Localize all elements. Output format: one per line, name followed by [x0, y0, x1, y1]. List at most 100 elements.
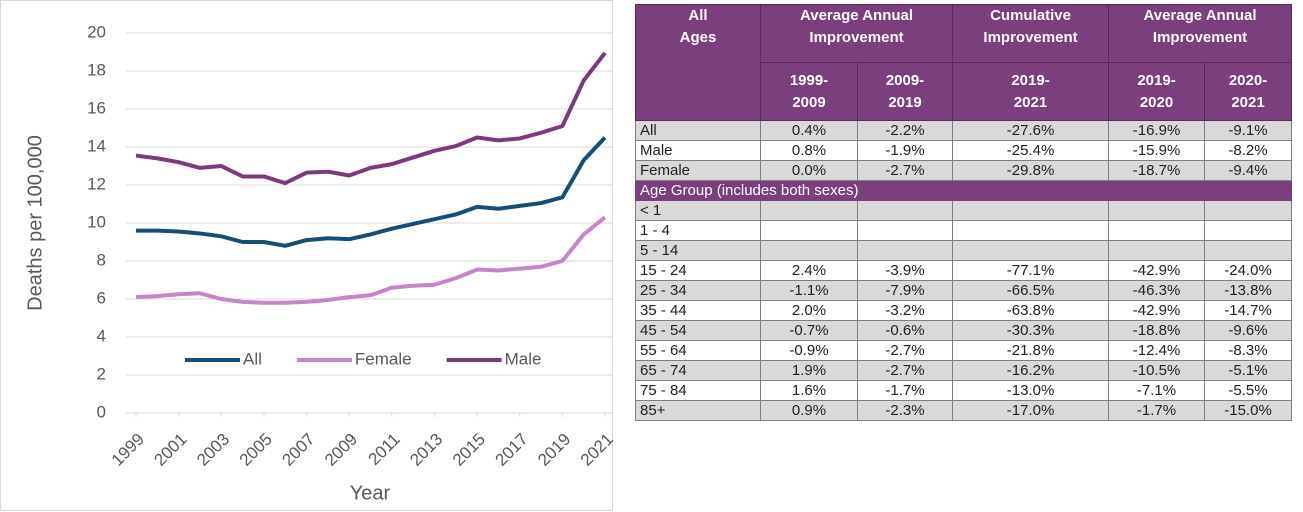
table-cell: -8.2%	[1204, 140, 1293, 161]
table-cell: -15.0%	[1204, 400, 1293, 421]
row-label: 25 - 34	[635, 280, 761, 301]
table-row: 45 - 54 -0.7% -0.6% -30.3% -18.8% -9.6%	[635, 320, 1293, 341]
y-tick-label: 16	[87, 98, 106, 117]
row-label: Male	[635, 140, 761, 161]
empty-cell	[760, 220, 858, 241]
table-cell: -14.7%	[1204, 300, 1293, 321]
table-cell: -18.8%	[1108, 320, 1206, 341]
table-cell: -10.5%	[1108, 360, 1206, 381]
header-row: 1999- 2009 2009- 2019 2019- 2021 2019- 2020…	[636, 62, 1293, 121]
table-cell: -29.8%	[952, 160, 1110, 181]
table-cell: 2.4%	[760, 260, 858, 281]
series-line	[136, 136, 607, 248]
y-tick-label: 4	[97, 326, 106, 345]
y-tick-label: 0	[97, 402, 106, 421]
row-label: 15 - 24	[635, 260, 761, 281]
row-label: 65 - 74	[635, 360, 761, 381]
table-cell: -5.1%	[1204, 360, 1293, 381]
table-cell: -42.9%	[1108, 300, 1206, 321]
y-tick-label: 14	[87, 136, 106, 155]
table-cell: -9.4%	[1204, 160, 1293, 181]
chart-border	[0, 0, 613, 511]
section-row: Age Group (includes both sexes)	[634, 180, 1293, 201]
empty-cell	[1108, 240, 1206, 261]
header-cell: Cumulative Improvement	[952, 4, 1110, 63]
table-cell: -13.0%	[952, 380, 1110, 401]
table-cell: -25.4%	[952, 140, 1110, 161]
table-row: 55 - 64 -0.9% -2.7% -21.8% -12.4% -8.3%	[635, 340, 1293, 361]
y-tick-label: 2	[97, 364, 106, 383]
table-row: 15 - 24 2.4% -3.9% -77.1% -42.9% -24.0%	[635, 260, 1293, 281]
series-line	[135, 51, 607, 186]
table-cell: -0.7%	[760, 320, 858, 341]
table-cell: -2.7%	[856, 160, 954, 181]
table-row: All 0.4% -2.2% -27.6% -16.9% -9.1%	[635, 120, 1293, 141]
table-row: 75 - 84 1.6% -1.7% -13.0% -7.1% -5.5%	[635, 380, 1293, 401]
table-row: 5 - 14	[635, 240, 1293, 261]
table-row: Male 0.8% -1.9% -25.4% -15.9% -8.2%	[635, 140, 1293, 161]
table-cell: -1.7%	[856, 380, 954, 401]
section-title: Age Group (includes both sexes)	[634, 180, 1293, 201]
table-row: 35 - 44 2.0% -3.2% -63.8% -42.9% -14.7%	[635, 300, 1293, 321]
table-cell: -2.2%	[856, 120, 954, 141]
table-cell: 0.0%	[760, 160, 858, 181]
table-cell: -0.9%	[760, 340, 858, 361]
table-cell: -8.3%	[1204, 340, 1293, 361]
y-tick-label: 18	[87, 60, 106, 79]
table-row: < 1	[635, 200, 1293, 221]
table-row: 25 - 34 -1.1% -7.9% -66.5% -46.3% -13.8%	[635, 280, 1293, 301]
table-row: 85+ 0.9% -2.3% -17.0% -1.7% -15.0%	[635, 400, 1293, 421]
table-row: 1 - 4	[635, 220, 1293, 241]
table-cell: -1.7%	[1108, 400, 1206, 421]
table-row: Female 0.0% -2.7% -29.8% -18.7% -9.4%	[635, 160, 1293, 181]
empty-cell	[952, 220, 1110, 241]
y-tick-label: 6	[97, 288, 106, 307]
empty-cell	[1108, 200, 1206, 221]
row-label: Female	[635, 160, 761, 181]
header-cell: 2019- 2020	[1108, 62, 1206, 121]
header-cell: 1999- 2009	[760, 62, 858, 121]
header-cell: Average Annual Improvement	[1108, 4, 1293, 63]
y-tick-label: 10	[87, 212, 106, 231]
header-cell: Average Annual Improvement	[759, 4, 954, 63]
table-cell: 0.4%	[760, 120, 858, 141]
table-cell: -1.1%	[760, 280, 858, 301]
legend-label: Female	[355, 349, 412, 368]
table-cell: -66.5%	[952, 280, 1110, 301]
table-cell: 1.6%	[760, 380, 858, 401]
empty-cell	[856, 240, 954, 261]
chart: Deaths per 100,000 Year 0 2 4 6 8 10 12 14 16 18 2…	[0, 0, 614, 511]
empty-cell	[952, 200, 1110, 221]
table-cell: -5.5%	[1204, 380, 1293, 401]
table-cell: -42.9%	[1108, 260, 1206, 281]
table-cell: -3.9%	[856, 260, 954, 281]
table-body: All Ages Average Annual Improvement Cumula…	[634, 4, 1293, 421]
row-label: 1 - 4	[635, 220, 761, 241]
table-row: 65 - 74 1.9% -2.7% -16.2% -10.5% -5.1%	[635, 360, 1293, 381]
y-tick-label: 12	[87, 174, 106, 193]
table-cell: -1.9%	[856, 140, 954, 161]
table-cell: -9.1%	[1204, 120, 1293, 141]
header-cell: 2019- 2021	[952, 62, 1110, 121]
table-cell: -46.3%	[1108, 280, 1206, 301]
table-cell: 1.9%	[760, 360, 858, 381]
table-cell: -7.1%	[1108, 380, 1206, 401]
empty-cell	[856, 200, 954, 221]
table-cell: -15.9%	[1108, 140, 1206, 161]
table-cell: -0.6%	[856, 320, 954, 341]
row-label: 55 - 64	[635, 340, 761, 361]
empty-cell	[1204, 220, 1293, 241]
row-label: < 1	[635, 200, 761, 221]
table-cell: -17.0%	[952, 400, 1110, 421]
row-label: 75 - 84	[635, 380, 761, 401]
header-cell: 2009- 2019	[856, 62, 954, 121]
table-cell: -18.7%	[1108, 160, 1206, 181]
row-label: 35 - 44	[635, 300, 761, 321]
table-cell: 0.8%	[760, 140, 858, 161]
header-cell: All Ages	[635, 4, 761, 121]
header-row: All Ages Average Annual Improvement Cumula…	[635, 4, 1293, 121]
table-cell: -2.7%	[856, 340, 954, 361]
table-cell: -2.3%	[856, 400, 954, 421]
empty-cell	[760, 240, 858, 261]
